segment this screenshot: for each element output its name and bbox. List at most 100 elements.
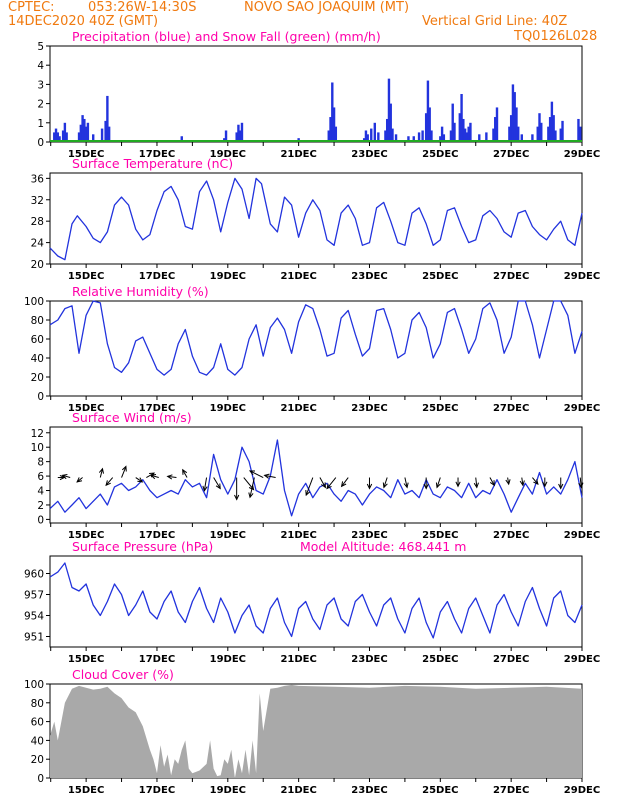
- y-tick-label: 36: [31, 173, 45, 185]
- precip-bar: [104, 120, 107, 142]
- wind-arrow: [249, 477, 255, 498]
- precip-bar: [224, 130, 228, 142]
- x-tick-label: 15DEC: [68, 654, 104, 665]
- panel-1: Surface Temperature (nC) 20 24 28 32 36 15DEC 1…: [31, 156, 601, 282]
- precip-bar: [394, 134, 398, 142]
- wind-arrow: [99, 468, 103, 478]
- y-tick-label: 4: [37, 486, 44, 498]
- x-tick-label: 21DEC: [280, 149, 316, 160]
- wind-arrow-head: [473, 482, 479, 489]
- precip-bar: [92, 134, 95, 142]
- cloud-area: [50, 684, 582, 778]
- panel-frame: [49, 426, 583, 524]
- x-tick-label: 21DEC: [280, 785, 316, 796]
- precip-bar: [428, 107, 431, 142]
- y-tick-label: 5: [37, 41, 44, 53]
- panel-title: Surface Pressure (hPa): [72, 539, 213, 554]
- wind-arrow: [121, 466, 127, 478]
- y-tick-label: 0: [37, 773, 44, 785]
- y-tick-label: 0: [37, 137, 44, 149]
- panel-frame: [49, 300, 583, 397]
- wind-arrow-head: [215, 483, 221, 490]
- x-tick-label: 25DEC: [422, 785, 458, 796]
- precip-bar: [58, 136, 61, 142]
- x-tick-label: 17DEC: [139, 271, 175, 282]
- precip-bar: [495, 107, 499, 142]
- x-tick-label: 15DEC: [68, 530, 104, 541]
- wind-arrow: [135, 477, 143, 483]
- x-tick-label: 21DEC: [280, 271, 316, 282]
- x-tick-label: 17DEC: [139, 149, 175, 160]
- x-tick-label: 29DEC: [564, 530, 600, 541]
- x-tick-label: 17DEC: [139, 530, 175, 541]
- panel-2: Relative Humidity (%) 0 20 40 60 80 100 15DEC 17…: [24, 284, 600, 414]
- x-tick-label: 25DEC: [422, 654, 458, 665]
- precip-bar: [494, 117, 497, 142]
- y-tick-label: 12: [31, 428, 44, 440]
- precip-bar: [239, 130, 242, 142]
- precip-bar: [508, 126, 511, 142]
- precip-bar: [329, 117, 332, 142]
- header-grid-note: Vertical Grid Line: 40Z: [422, 14, 567, 29]
- panel-title: Surface Wind (m/s): [72, 410, 192, 425]
- precip-bar: [547, 126, 550, 142]
- panel-3: Surface Wind (m/s) 0 2 4 6 8 10 12 15DEC 17DEC 19D…: [31, 410, 601, 541]
- wind-arrow-head: [105, 480, 111, 487]
- wind-arrow-head: [435, 482, 441, 489]
- precip-bar: [552, 115, 555, 142]
- wind-arrow-head: [305, 490, 311, 497]
- header-model: TQ0126L028: [513, 29, 597, 44]
- wind-arrow: [489, 477, 495, 486]
- header-source: CPTEC:: [8, 0, 55, 15]
- precip-bar: [86, 122, 90, 142]
- panel-frame: [49, 45, 583, 143]
- wind-arrow-head: [455, 481, 461, 488]
- precip-bar: [407, 136, 410, 142]
- precip-bar: [180, 136, 183, 142]
- x-tick-label: 21DEC: [280, 403, 316, 414]
- panel-title: Relative Humidity (%): [72, 284, 209, 299]
- wind-arrow-head: [423, 483, 429, 490]
- wind-arrow-head: [519, 480, 525, 487]
- precip-bar: [391, 128, 394, 142]
- x-tick-label: 15DEC: [68, 785, 104, 796]
- x-tick-label: 17DEC: [139, 654, 175, 665]
- wind-arrow: [305, 477, 314, 496]
- y-tick-label: 6: [37, 471, 44, 483]
- x-tick-label: 19DEC: [210, 530, 246, 541]
- wind-arrow-head: [248, 492, 254, 499]
- precip-bar: [100, 128, 104, 142]
- x-tick-label: 27DEC: [493, 271, 529, 282]
- wind-arrow: [436, 477, 441, 488]
- precip-bar: [384, 130, 387, 142]
- wind-arrow-head: [149, 474, 157, 480]
- precip-bar: [449, 130, 453, 142]
- wind-arrow: [521, 477, 524, 486]
- precip-bar: [460, 94, 463, 142]
- precip-bar: [540, 122, 543, 142]
- precip-bar: [559, 128, 562, 142]
- precip-bar: [327, 130, 330, 142]
- x-tick-label: 15DEC: [68, 403, 104, 414]
- precip-bar: [442, 134, 446, 142]
- precip-bar: [439, 136, 442, 142]
- x-tick-label: 29DEC: [564, 654, 600, 665]
- precip-bar: [107, 126, 111, 142]
- x-tick-label: 19DEC: [210, 149, 246, 160]
- wind-arrow: [532, 477, 539, 485]
- precip-bar: [331, 82, 334, 142]
- x-tick-label: 23DEC: [351, 403, 387, 414]
- precip-bar: [463, 128, 467, 142]
- x-tick-label: 27DEC: [493, 654, 529, 665]
- wind-arrow: [341, 477, 349, 487]
- precip-bar: [469, 122, 472, 142]
- precip-bar: [385, 118, 389, 142]
- precip-bar: [54, 128, 58, 142]
- precip-bar: [421, 130, 424, 142]
- y-tick-label: 2: [37, 500, 44, 512]
- precip-bar: [424, 113, 428, 142]
- y-tick-label: 20: [31, 372, 44, 384]
- series-line: [49, 177, 583, 261]
- x-tick-label: 23DEC: [351, 785, 387, 796]
- precip-bar: [550, 101, 554, 142]
